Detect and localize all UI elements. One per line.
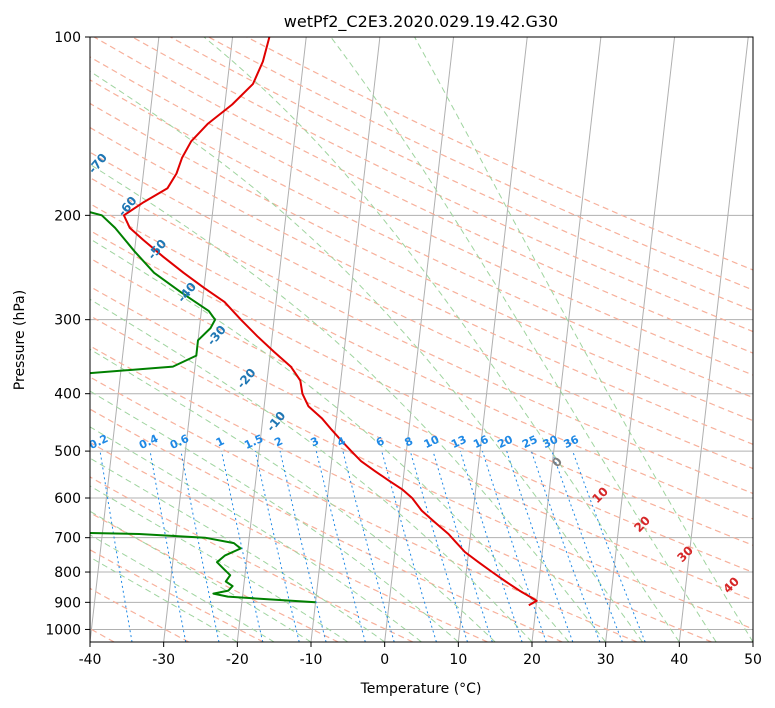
mixing-ratio-line-6 [279,450,327,642]
y-tick-label: 500 [54,444,81,460]
mixing-ratio-label-17: 36 [561,433,581,451]
isotherm-gridlines [90,37,753,642]
x-axis-label: Temperature (°C) [360,681,482,697]
mixing-ratio-line-16 [551,450,623,642]
dry-adiabat--10 [90,512,339,642]
chart-title: wetPf2_C2E3.2020.029.19.42.G30 [284,12,558,32]
mixing-ratio-label-15: 25 [520,433,539,451]
y-axis-label: Pressure (hPa) [12,290,28,390]
y-tick-label: 200 [54,208,81,224]
mixing-ratio-line-12 [459,450,523,642]
mixing-ratio-label-14: 20 [496,433,516,451]
mixing-ratio-line-9 [381,450,437,642]
dry-adiabat-80 [90,229,753,546]
moist-adiabat-40 [203,37,680,642]
mixing-ratio-lines [99,450,646,642]
mixing-ratio-label-13: 16 [471,433,491,451]
y-tick-label: 700 [54,531,81,547]
dry-adiabat-70 [90,257,753,573]
y-tick-label: 400 [54,387,81,403]
isotherm-10 [457,37,528,642]
y-tick-label: 1000 [45,622,81,638]
dry-adiabat-50 [90,315,753,630]
isotherm--20 [236,37,307,642]
moist-adiabat-15 [90,348,496,642]
dry-adiabat-180 [170,37,753,312]
mixing-ratio-line-4 [221,450,264,642]
x-tick-label: 40 [670,652,688,668]
x-tick-label: -30 [152,652,175,668]
isotherm-0 [384,37,455,642]
x-tick-label: -20 [226,652,249,668]
y-tick-label: 900 [54,595,81,611]
moist-adiabat-45 [330,37,717,642]
x-tick-label: 50 [744,652,762,668]
dry-adiabat--20 [90,549,264,642]
temperature-profile [122,37,538,607]
dry-adiabat-170 [132,37,753,333]
mixing-ratio-line-2 [149,451,187,642]
y-tick-label: 600 [54,491,81,507]
moist-adiabats [90,37,753,642]
x-tick-label: 0 [380,652,389,668]
dry-adiabats [90,37,753,642]
dry-adiabat-100 [90,176,753,495]
mixing-ratio-line-15 [530,450,601,642]
dry-adiabat-140 [90,79,753,399]
sounding-series [90,37,538,607]
mixing-ratio-line-5 [254,450,300,642]
x-tick-label: -40 [79,652,102,668]
mixing-ratio-line-13 [481,450,547,642]
dry-adiabat-0 [90,476,414,642]
moist-adiabat-5 [90,426,422,642]
mixing-ratio-line-14 [506,450,574,642]
moist-adiabat-30 [90,163,607,642]
isotherm-40 [678,37,749,642]
moist-adiabat-25 [90,238,570,642]
mixing-ratio-label-12: 13 [449,433,468,451]
moist-adiabat--5 [90,485,349,642]
plot-frame [89,36,754,643]
dry-adiabat-20 [90,408,563,642]
dry-adiabat-110 [90,151,753,470]
dry-adiabat-10 [90,441,488,642]
dry-adiabat-40 [90,345,712,642]
mixing-ratio-line-8 [342,450,395,642]
plot-area: 0.10.20.40.611.52346810131620253036-100-… [90,37,753,642]
mixing-ratio-line-10 [409,450,468,642]
x-tick-label: 20 [523,652,541,668]
moist-adiabat-50 [414,37,753,642]
moist-adiabat-20 [90,298,533,642]
y-tick-label: 800 [54,565,81,581]
mixing-ratio-line-17 [572,450,646,642]
mixing-ratio-label-16: 30 [541,433,561,451]
dewpoint-profile [90,211,217,375]
isotherm--10 [310,37,381,642]
y-tick-label: 100 [54,30,81,46]
y-axis-ticks: 100 200 300 400 500 600 700 800 900 1000 [45,30,90,638]
y-tick-label: 300 [54,313,81,329]
dry-adiabat-30 [90,376,638,642]
x-axis-ticks: -40 -30 -20 -10 0 10 20 30 40 50 [79,642,762,668]
mixing-ratio-line-7 [315,450,366,642]
dewpoint-lower-profile [90,531,316,604]
moist-adiabat-10 [90,390,459,642]
mixing-ratio-line-3 [180,451,220,642]
moist-adiabat-0 [90,457,385,642]
isotherm-30 [605,37,676,642]
x-tick-label: 10 [449,652,467,668]
moist-adiabat-35 [90,70,643,642]
mixing-ratio-label-11: 10 [422,433,442,451]
x-tick-label: 30 [597,652,615,668]
x-tick-label: -10 [300,652,323,668]
